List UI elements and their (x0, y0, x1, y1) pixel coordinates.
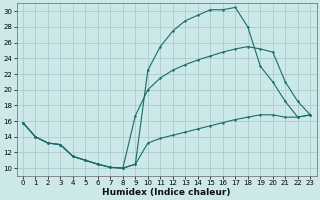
X-axis label: Humidex (Indice chaleur): Humidex (Indice chaleur) (102, 188, 231, 197)
